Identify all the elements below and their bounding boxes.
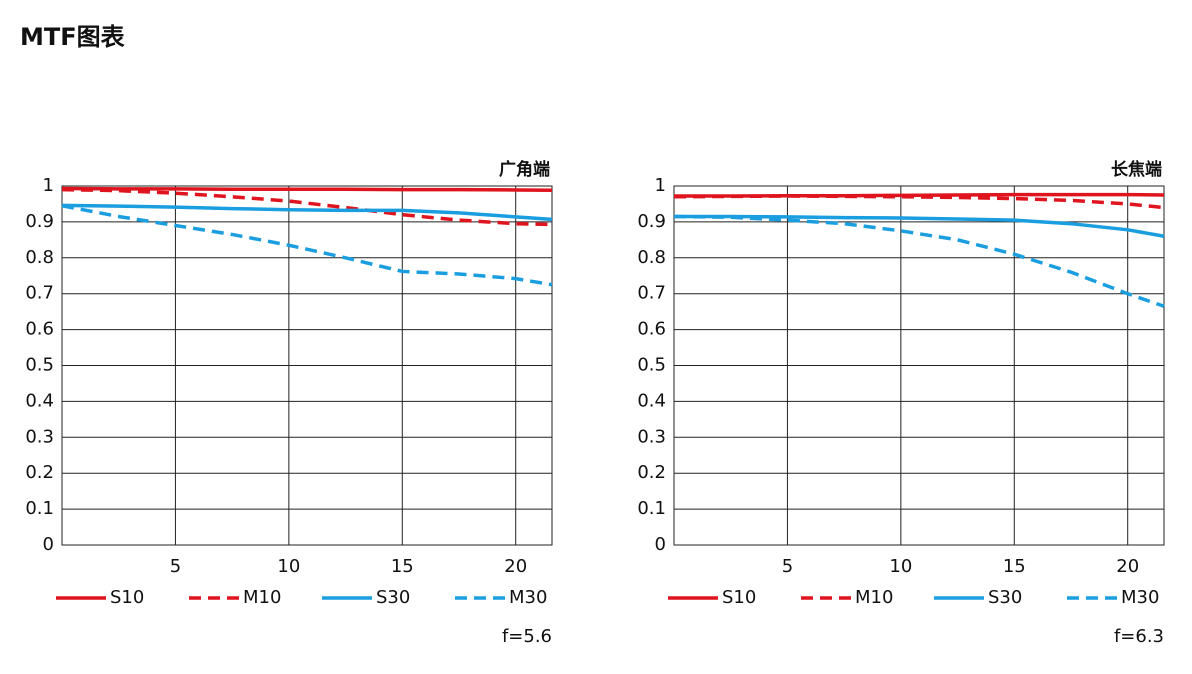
y-tick-label: 0.7 <box>25 283 54 304</box>
y-tick-label: 0.9 <box>25 211 54 232</box>
series-line <box>61 187 553 227</box>
y-tick-label: 1 <box>43 175 54 196</box>
legend-label: M30 <box>1121 587 1159 608</box>
series-line <box>673 194 1165 210</box>
y-tick-label: 0 <box>43 534 54 555</box>
y-tick-label: 0.3 <box>25 426 54 447</box>
y-tick-label: 1 <box>655 175 666 196</box>
y-tick-label: 0.1 <box>25 498 54 519</box>
legend-label: S30 <box>376 587 410 608</box>
x-tick-label: 15 <box>391 556 414 577</box>
y-tick-label: 0.7 <box>637 283 666 304</box>
legend-label: M30 <box>509 587 547 608</box>
y-tick-label: 0.5 <box>25 355 54 376</box>
y-tick-label: 0.9 <box>637 211 666 232</box>
y-tick-label: 0.8 <box>25 247 54 268</box>
y-tick-label: 0.1 <box>637 498 666 519</box>
series-line <box>61 203 553 222</box>
y-tick-label: 0 <box>655 534 666 555</box>
y-tick-label: 0.8 <box>637 247 666 268</box>
x-tick-label: 10 <box>277 556 300 577</box>
y-tick-label: 0.2 <box>637 462 666 483</box>
plot-frame <box>673 185 1165 546</box>
series-line <box>61 186 553 193</box>
page-title: MTF图表 <box>20 23 126 51</box>
x-tick-label: 10 <box>889 556 912 577</box>
x-tick-label: 20 <box>1116 556 1139 577</box>
y-tick-label: 0.4 <box>25 390 54 411</box>
series-line <box>673 214 1165 308</box>
y-tick-label: 0.2 <box>25 462 54 483</box>
x-tick-label: 15 <box>1003 556 1026 577</box>
y-tick-label: 0.4 <box>637 390 666 411</box>
legend-label: M10 <box>243 587 281 608</box>
y-tick-label: 0.3 <box>637 426 666 447</box>
series-line <box>674 214 1165 238</box>
legend-label: M10 <box>855 587 893 608</box>
chart-title: 长焦端 <box>1111 159 1162 180</box>
series-line <box>61 204 553 287</box>
x-tick-label: 5 <box>170 556 181 577</box>
chart-note: f=6.3 <box>1114 626 1164 647</box>
legend-label: S10 <box>110 587 144 608</box>
chart-title: 广角端 <box>499 159 550 180</box>
x-tick-label: 5 <box>782 556 793 577</box>
y-tick-label: 0.5 <box>637 355 666 376</box>
legend-label: S10 <box>722 587 756 608</box>
plot-frame <box>61 185 553 546</box>
x-tick-label: 20 <box>504 556 527 577</box>
chart-note: f=5.6 <box>502 626 552 647</box>
legend-label: S30 <box>988 587 1022 608</box>
series-line <box>674 192 1165 198</box>
y-tick-label: 0.6 <box>637 319 666 340</box>
y-tick-label: 0.6 <box>25 319 54 340</box>
